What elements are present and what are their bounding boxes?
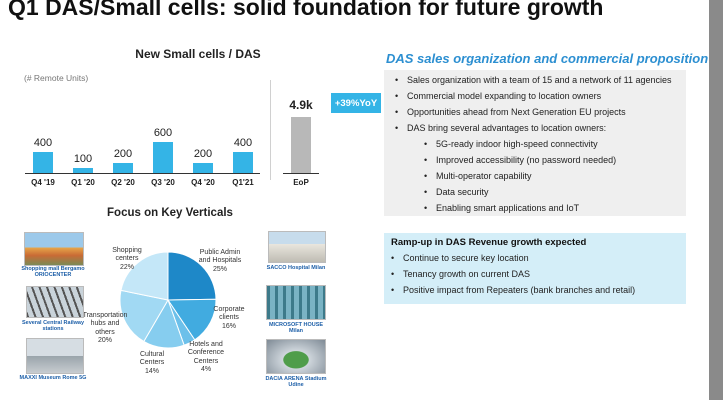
bar-5: [233, 152, 253, 173]
das-section-title: DAS sales organization and commercial pr…: [386, 51, 709, 66]
eop-value-label: 4.9k: [289, 98, 313, 112]
museum-caption: MAXXI Museum Rome 5G: [19, 375, 87, 381]
ramp-bullet: Continue to secure key location: [391, 253, 529, 263]
verticals-pie-chart: [119, 251, 217, 349]
das-sub-bullet: Data security: [424, 187, 489, 197]
bar-value-label: 400: [233, 137, 253, 150]
bar-value-label: 400: [33, 137, 53, 150]
railway-station-photo: [26, 286, 84, 318]
bar-chart-title: New Small cells / DAS: [135, 47, 261, 61]
pie-label-public-admin: Public Admin and Hospitals 25%: [198, 249, 242, 273]
pie-slice-1: [167, 298, 217, 341]
das-sub-bullet: 5G-ready indoor high-speed connectivity: [424, 139, 598, 149]
office-building-photo: [266, 285, 326, 320]
pie-slice-4: [119, 289, 169, 343]
shopping-mall-photo: [24, 232, 84, 266]
bar-2: [113, 162, 133, 173]
bar-category-label: Q3 '20: [151, 178, 175, 187]
bar-category-label: Q1 '20: [71, 178, 95, 187]
chart-separator: [270, 80, 271, 180]
bar-category-label: Q1'21: [232, 178, 254, 187]
pie-label-cultural: Cultural Centers 14%: [139, 351, 165, 375]
stadium-photo: [266, 339, 326, 374]
bar-value-label: 100: [73, 152, 93, 165]
railway-station-caption: Several Central Railway stations: [21, 320, 85, 333]
side-panel-edge: [709, 0, 723, 400]
pie-chart-title: Focus on Key Verticals: [107, 207, 233, 219]
eop-category-label: EoP: [293, 178, 309, 187]
shopping-mall-caption: Shopping mall Bergamo ORIOCENTER: [21, 266, 85, 279]
ramp-bullet: Tenancy growth on current DAS: [391, 269, 530, 279]
pie-label-transportation: Transportation hubs and others 20%: [82, 312, 128, 345]
bar-3: [153, 141, 173, 173]
museum-photo: [26, 338, 84, 374]
bar-value-label: 600: [153, 126, 173, 139]
pie-slice-0: [167, 251, 217, 301]
eop-axis: [283, 173, 319, 174]
bar-1: [73, 167, 93, 173]
ramp-up-title: Ramp-up in DAS Revenue growth expected: [391, 237, 587, 248]
pie-label-hotels: Hotels and Conference Centers 4%: [187, 341, 225, 374]
bar-value-label: 200: [193, 147, 213, 160]
pie-label-corporate: Corporate clients 16%: [213, 306, 245, 330]
das-bullet: Sales organization with a team of 15 and…: [395, 75, 672, 85]
bar-4: [193, 162, 213, 173]
stadium-caption: DACIA ARENA Stadium Udine: [265, 376, 327, 389]
bar-chart-axis: [25, 173, 260, 174]
das-bullet: DAS bring several advantages to location…: [395, 123, 606, 133]
das-bullet: Opportunities ahead from Next Generation…: [395, 107, 626, 117]
page-title: Q1 DAS/Small cells: solid foundation for…: [8, 0, 604, 20]
bar-category-label: Q4 '19: [31, 178, 55, 187]
hospital-caption: SACCO Hospital Milan: [266, 265, 326, 271]
das-sub-bullet: Improved accessibility (no password need…: [424, 155, 616, 165]
eop-bar: [291, 117, 311, 173]
office-building-caption: MICROSOFT HOUSE Milan: [268, 322, 324, 335]
hospital-photo: [268, 231, 326, 263]
bar-category-label: Q2 '20: [111, 178, 135, 187]
yoy-growth-badge: +39%YoY: [331, 93, 381, 113]
bar-category-label: Q4 '20: [191, 178, 215, 187]
bar-0: [33, 152, 53, 173]
bar-value-label: 200: [113, 147, 133, 160]
das-sub-bullet: Multi-operator capability: [424, 171, 532, 181]
pie-slice-5: [120, 251, 169, 301]
bar-chart-subtitle: (# Remote Units): [24, 73, 89, 83]
das-bullet: Commercial model expanding to location o…: [395, 91, 601, 101]
pie-label-shopping: Shopping centers 22%: [112, 247, 142, 271]
das-sub-bullet: Enabling smart applications and IoT: [424, 203, 579, 213]
ramp-bullet: Positive impact from Repeaters (bank bra…: [391, 285, 635, 295]
